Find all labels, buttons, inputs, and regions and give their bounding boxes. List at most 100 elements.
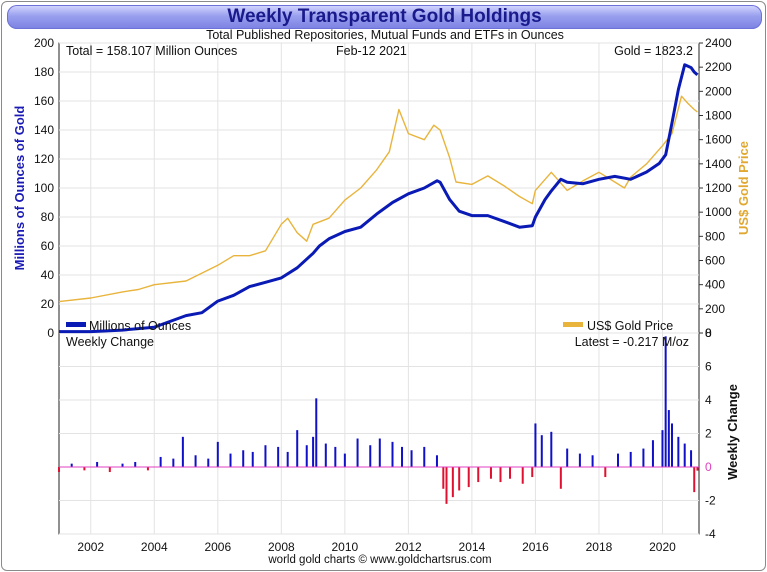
- y-tick-label-weekly: -2: [705, 494, 716, 508]
- footer-credit: world gold charts © www.goldchartsrus.co…: [267, 554, 491, 566]
- y-tick-label-right: 1000: [705, 205, 732, 219]
- weekly-change-bar: [671, 423, 674, 467]
- y-tick-label-right: 2200: [705, 60, 732, 74]
- weekly-change-bar: [207, 458, 210, 467]
- weekly-change-bar: [458, 467, 461, 491]
- x-tick-label: 2016: [522, 540, 549, 554]
- weekly-change-bar: [286, 451, 289, 467]
- y-axis-label-weekly: Weekly Change: [725, 384, 740, 480]
- y-tick-label-right: 1800: [705, 109, 732, 123]
- weekly-change-bar: [683, 443, 686, 467]
- weekly-change-bar: [690, 450, 693, 467]
- y-axis-label-left: Millions of Ounces of Gold: [12, 106, 27, 271]
- y-tick-label-left: 140: [34, 123, 54, 137]
- y-tick-label-weekly: 0: [705, 460, 712, 474]
- gold-price-line: [58, 95, 698, 303]
- y-tick-label-right: 800: [705, 229, 725, 243]
- weekly-change-bar: [559, 467, 562, 489]
- y-tick-label-right: 600: [705, 254, 725, 268]
- y-tick-label-weekly: 8: [705, 326, 712, 340]
- weekly-change-bar: [578, 453, 581, 467]
- y-tick-label-left: 60: [41, 239, 55, 253]
- latest-label: Latest = -0.217 M/oz: [575, 335, 689, 349]
- weekly-change-bar: [566, 448, 569, 467]
- y-tick-label-weekly: 4: [705, 393, 712, 407]
- weekly-change-bar: [312, 436, 315, 467]
- gold-price-label: Gold = 1823.2: [614, 44, 693, 58]
- weekly-change-bar: [146, 467, 149, 471]
- x-tick-label: 2018: [586, 540, 613, 554]
- weekly-change-bar: [315, 398, 318, 467]
- y-tick-label-left: 180: [34, 65, 54, 79]
- weekly-change-bar: [499, 467, 502, 483]
- y-tick-label-weekly: -4: [705, 527, 716, 541]
- x-tick-label: 2004: [141, 540, 168, 554]
- weekly-change-bar: [343, 453, 346, 467]
- y-tick-label-right: 200: [705, 302, 725, 316]
- weekly-change-bar: [423, 446, 426, 467]
- weekly-change-bar: [445, 467, 448, 504]
- weekly-change-bar: [509, 467, 512, 479]
- x-tick-label: 2010: [332, 540, 359, 554]
- date-label: Feb-12 2021: [336, 44, 407, 58]
- x-tick-label: 2002: [77, 540, 104, 554]
- weekly-change-bar: [229, 453, 232, 467]
- x-tick-label: 2020: [649, 540, 676, 554]
- weekly-change-bar: [134, 461, 137, 467]
- y-tick-label-left: 20: [41, 297, 55, 311]
- weekly-change-bar: [70, 463, 73, 467]
- y-tick-label-right: 1400: [705, 157, 732, 171]
- weekly-change-bar: [401, 446, 404, 467]
- weekly-change-bar: [540, 435, 543, 467]
- x-tick-label: 2012: [395, 540, 422, 554]
- y-tick-label-weekly: 2: [705, 427, 712, 441]
- legend-swatch-gold: [563, 322, 583, 327]
- y-tick-label-left: 120: [34, 152, 54, 166]
- weekly-change-bar: [534, 423, 537, 467]
- weekly-change-bar: [489, 467, 492, 479]
- x-tick-label: 2008: [268, 540, 295, 554]
- y-tick-label-left: 160: [34, 94, 54, 108]
- y-tick-label-weekly: 6: [705, 360, 712, 374]
- title-bar: Weekly Transparent Gold Holdings: [7, 5, 762, 29]
- weekly-change-bar: [159, 456, 162, 467]
- weekly-change-bar: [477, 467, 480, 483]
- weekly-change-bar: [391, 441, 394, 467]
- weekly-change-bar: [435, 455, 438, 467]
- weekly-change-bar: [108, 467, 111, 473]
- y-tick-label-left: 0: [47, 326, 54, 340]
- weekly-change-bar: [296, 430, 299, 467]
- y-tick-label-left: 80: [41, 210, 55, 224]
- weekly-change-bar: [181, 436, 184, 467]
- weekly-change-bar: [591, 455, 594, 467]
- weekly-change-bar: [531, 467, 534, 478]
- y-tick-label-right: 0: [705, 326, 712, 340]
- weekly-change-bar: [677, 436, 680, 467]
- y-tick-label-right: 1600: [705, 133, 732, 147]
- weekly-change-bar: [305, 445, 308, 467]
- weekly-change-bar: [667, 410, 670, 467]
- y-tick-label-right: 2000: [705, 84, 732, 98]
- weekly-change-bar: [651, 440, 654, 467]
- weekly-change-bar: [629, 451, 632, 467]
- weekly-change-bar: [664, 336, 667, 467]
- weekly-change-bar: [194, 455, 197, 467]
- weekly-change-bar: [242, 450, 245, 467]
- chart-title: Weekly Transparent Gold Holdings: [227, 6, 542, 27]
- weekly-change-bar: [617, 453, 620, 467]
- weekly-change-bar: [251, 451, 254, 467]
- weekly-change-bar: [696, 467, 699, 471]
- x-tick-label: 2014: [459, 540, 486, 554]
- y-tick-label-left: 40: [41, 268, 55, 282]
- weekly-change-bar: [58, 467, 60, 473]
- legend-swatch-holdings: [66, 322, 86, 327]
- weekly-change-bar: [661, 430, 664, 467]
- y-tick-label-right: 1200: [705, 181, 732, 195]
- weekly-change-bar: [521, 467, 524, 484]
- weekly-change-bar: [467, 467, 470, 488]
- y-axis-label-right: US$ Gold Price: [736, 141, 751, 235]
- legend: Millions of Ounces US$ Gold Price: [66, 319, 673, 333]
- legend-label-gold: US$ Gold Price: [587, 319, 673, 333]
- weekly-change-bar: [410, 450, 413, 467]
